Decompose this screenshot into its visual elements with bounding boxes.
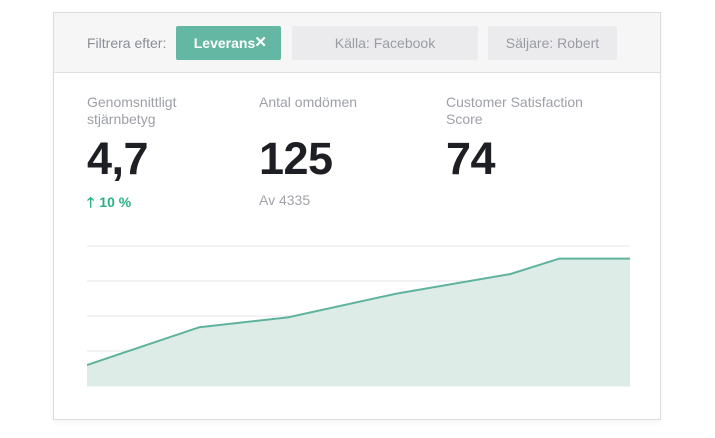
rating-change-value: 10 % <box>99 194 132 210</box>
metric-label-rating: Genomsnittligt stjärnbetyg <box>87 94 177 127</box>
trend-chart <box>87 245 630 387</box>
metric-label-csat: Customer Satisfaction Score <box>446 94 583 127</box>
arrow-up-icon: 🡑 <box>87 194 95 210</box>
filter-chip-label: Leverans <box>193 35 256 51</box>
rating-change: 🡑 10 % <box>87 192 131 216</box>
filter-bar: Filtrera efter: Leverans ✕ Källa: Facebo… <box>54 13 660 73</box>
filter-chip-delivery[interactable]: Leverans ✕ <box>176 26 281 60</box>
reviews-total: Av 4335 <box>259 192 311 208</box>
metric-value-reviews: 125 <box>259 133 333 184</box>
filter-chip-label: Säljare: Robert <box>505 35 600 51</box>
chart-area <box>87 258 630 386</box>
reviews-summary-card: Filtrera efter: Leverans ✕ Källa: Facebo… <box>53 12 661 420</box>
chart-series-line <box>87 257 630 366</box>
filter-chip-label: Källa: Facebook <box>334 35 436 51</box>
filter-label: Filtrera efter: <box>87 35 167 51</box>
filter-chip-source[interactable]: Källa: Facebook <box>292 26 478 60</box>
metric-value-csat: 74 <box>446 133 496 184</box>
metric-value-rating: 4,7 <box>87 133 149 184</box>
close-icon[interactable]: ✕ <box>254 34 267 51</box>
metric-label-reviews: Antal omdömen <box>259 94 358 110</box>
filter-chip-seller[interactable]: Säljare: Robert <box>488 26 617 60</box>
